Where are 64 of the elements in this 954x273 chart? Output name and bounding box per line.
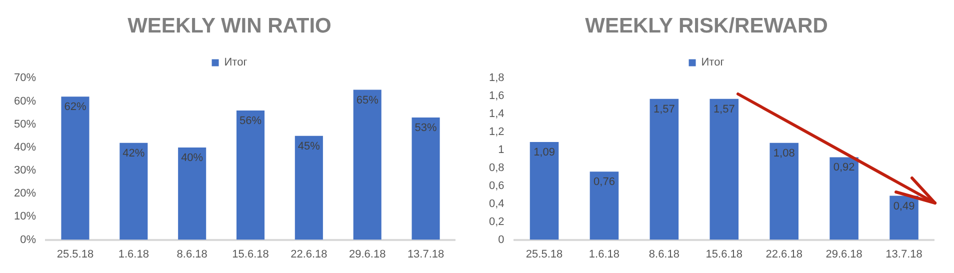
x-tick-label: 22.6.18 bbox=[290, 248, 328, 260]
y-tick-label: 0,6 bbox=[488, 180, 504, 192]
data-label: 53% bbox=[414, 122, 438, 134]
chart-title: WEEKLY WIN RATIO bbox=[128, 14, 332, 38]
x-tick-label: 22.6.18 bbox=[766, 248, 802, 260]
y-tick-label: 1,4 bbox=[488, 108, 504, 120]
bar bbox=[650, 98, 679, 240]
x-tick-label: 29.6.18 bbox=[826, 248, 862, 260]
bar bbox=[530, 142, 559, 240]
data-label: 45% bbox=[298, 140, 320, 152]
y-tick-label: 0,8 bbox=[488, 162, 504, 174]
y-tick-label: 50% bbox=[14, 118, 36, 130]
bar bbox=[61, 96, 90, 240]
bar bbox=[412, 117, 440, 240]
data-label: 62% bbox=[64, 101, 86, 114]
y-tick-label: 0 bbox=[498, 234, 504, 246]
bar bbox=[120, 142, 148, 240]
data-label: 40% bbox=[181, 152, 204, 164]
bar bbox=[890, 196, 918, 240]
bar bbox=[178, 147, 206, 240]
data-label: 1,57 bbox=[713, 103, 735, 116]
y-tick-label: 0,4 bbox=[488, 198, 504, 210]
y-tick-label: 1,8 bbox=[488, 72, 504, 84]
legend-label: Итог bbox=[224, 56, 248, 69]
data-label: 65% bbox=[356, 94, 379, 106]
x-tick-label: 13.7.18 bbox=[886, 248, 922, 260]
bar bbox=[353, 90, 382, 240]
x-tick-label: 25.5.18 bbox=[56, 248, 94, 260]
bar bbox=[710, 98, 739, 240]
chart-title: WEEKLY RISK/REWARD bbox=[585, 14, 828, 38]
x-tick-label: 8.6.18 bbox=[648, 248, 680, 260]
data-label: 0,92 bbox=[833, 162, 855, 174]
data-label: 0,76 bbox=[594, 176, 615, 188]
bar bbox=[770, 142, 798, 240]
y-tick-label: 0,2 bbox=[488, 216, 504, 228]
y-tick-label: 1,2 bbox=[488, 126, 504, 138]
x-tick-label: 1.6.18 bbox=[588, 248, 620, 260]
data-label: 1,57 bbox=[653, 103, 675, 116]
data-label: 0,49 bbox=[893, 200, 915, 212]
y-tick-label: 1 bbox=[498, 144, 504, 156]
data-label: 1,09 bbox=[534, 146, 555, 158]
bar bbox=[236, 110, 265, 240]
data-label: 42% bbox=[122, 147, 145, 160]
x-tick-label: 8.6.18 bbox=[176, 248, 208, 260]
bar bbox=[294, 136, 323, 240]
x-tick-label: 13.7.18 bbox=[407, 248, 444, 260]
x-tick-label: 25.5.18 bbox=[526, 248, 563, 260]
y-tick-label: 1,6 bbox=[488, 90, 504, 102]
y-tick-label: 60% bbox=[14, 95, 36, 108]
y-tick-label: 30% bbox=[14, 164, 36, 177]
data-label: 56% bbox=[239, 115, 262, 128]
x-tick-label: 15.6.18 bbox=[232, 248, 269, 260]
x-tick-label: 1.6.18 bbox=[118, 248, 149, 260]
data-label: 1,08 bbox=[773, 147, 795, 160]
bar bbox=[830, 157, 858, 240]
bar bbox=[590, 172, 619, 240]
y-tick-label: 70% bbox=[14, 72, 36, 84]
y-tick-label: 40% bbox=[14, 141, 36, 154]
y-tick-label: 0% bbox=[20, 234, 36, 246]
y-tick-label: 10% bbox=[14, 210, 36, 223]
x-tick-label: 29.6.18 bbox=[349, 248, 386, 260]
legend-label: Итог bbox=[701, 56, 724, 69]
y-tick-label: 20% bbox=[14, 188, 36, 200]
x-tick-label: 15.6.18 bbox=[706, 248, 742, 260]
